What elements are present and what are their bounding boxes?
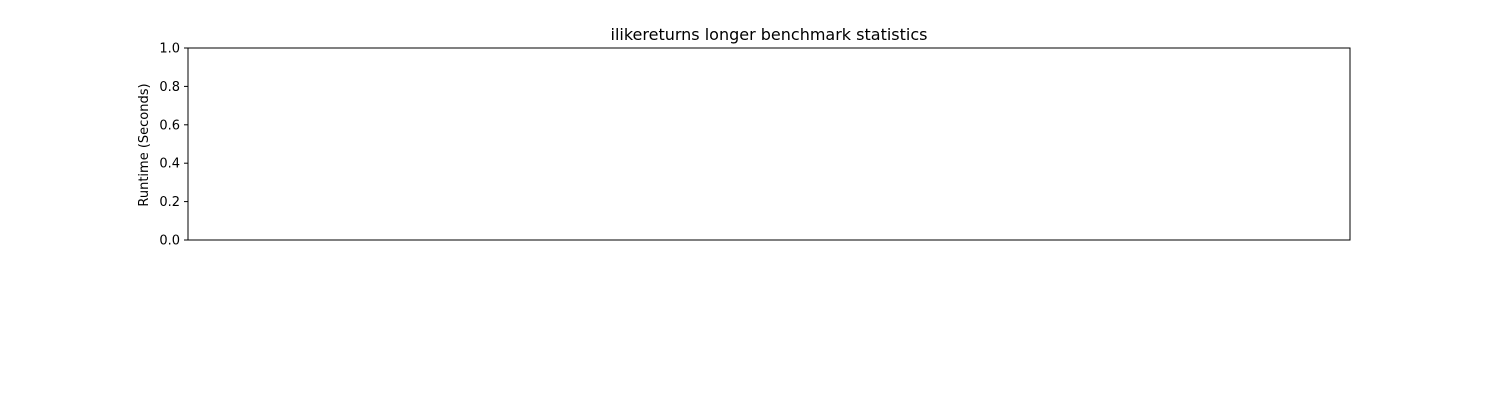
y-axis-ticks: 0.0 0.2 0.4 0.6 0.8 1.0 bbox=[159, 42, 188, 249]
plot-frame bbox=[187, 47, 1351, 241]
y-axis-label: Runtime (Seconds) bbox=[137, 83, 152, 206]
y-tick-label: 0.8 bbox=[159, 80, 180, 95]
y-tick-label: 0.2 bbox=[159, 195, 180, 210]
y-tick-label: 1.0 bbox=[159, 42, 180, 57]
chart-title: ilikereturns longer benchmark statistics bbox=[611, 25, 928, 44]
y-tick-label: 0.6 bbox=[159, 118, 180, 133]
y-tick-label: 0.0 bbox=[159, 234, 180, 249]
y-tick-label: 0.4 bbox=[159, 157, 180, 172]
